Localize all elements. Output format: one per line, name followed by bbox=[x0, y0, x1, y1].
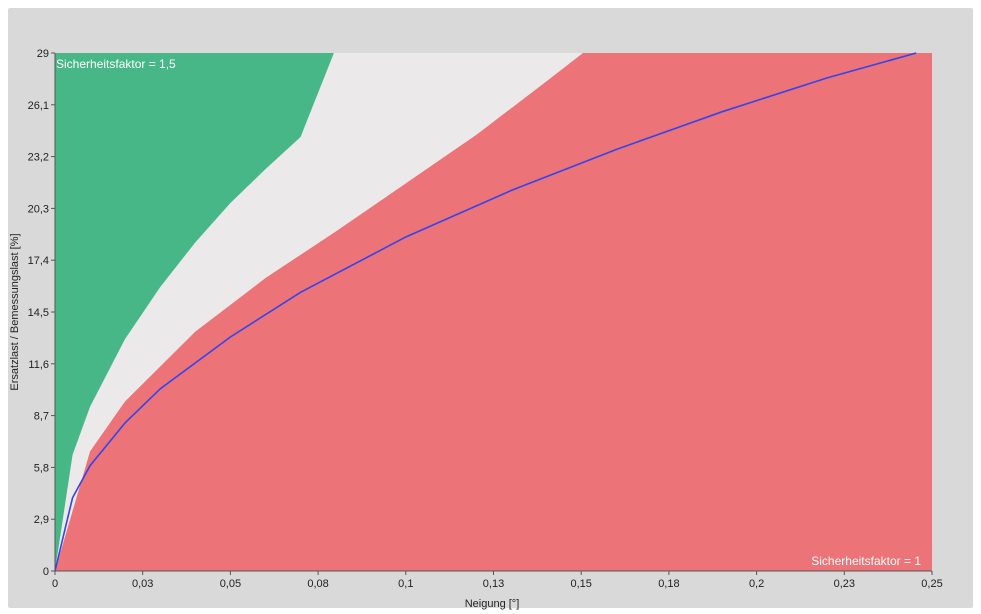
x-tick-label: 0,18 bbox=[658, 578, 679, 590]
x-tick-label: 0 bbox=[52, 578, 58, 590]
y-tick-label: 14,5 bbox=[28, 307, 49, 319]
y-tick-label: 29 bbox=[37, 48, 49, 60]
x-tick-label: 0,25 bbox=[921, 578, 942, 590]
y-tick-label: 26,1 bbox=[28, 100, 49, 112]
x-tick-label: 0,2 bbox=[749, 578, 764, 590]
x-tick-label: 0,23 bbox=[834, 578, 855, 590]
y-axis-title: Ersatzlast / Bemessungslast [%] bbox=[9, 233, 21, 390]
series-line bbox=[54, 52, 917, 572]
y-tick-label: 0 bbox=[43, 566, 49, 578]
region-green bbox=[55, 53, 334, 571]
y-tick-label: 11,6 bbox=[28, 359, 49, 371]
y-tick-label: 17,4 bbox=[28, 255, 49, 267]
y-tick-label: 2,9 bbox=[34, 514, 49, 526]
x-tick-label: 0,13 bbox=[483, 578, 504, 590]
x-tick-label: 0,1 bbox=[398, 578, 413, 590]
plot-area bbox=[54, 52, 932, 572]
y-tick-label: 8,7 bbox=[34, 411, 49, 423]
x-tick-label: 0,15 bbox=[570, 578, 591, 590]
annotation-safety-factor-1: Sicherheitsfaktor = 1 bbox=[811, 554, 921, 568]
annotation-safety-factor-1-5: Sicherheitsfaktor = 1,5 bbox=[56, 57, 176, 71]
y-tick-label: 20,3 bbox=[28, 203, 49, 215]
x-tick-label: 0,08 bbox=[307, 578, 328, 590]
y-tick-label: 23,2 bbox=[28, 152, 49, 164]
x-axis-title: Neigung [°] bbox=[465, 598, 520, 610]
axes: 0 2,9 5,8 8,7 11,6 14,5 17,4 20,3 23,2 26,1 29 0 0,0… bbox=[28, 48, 943, 590]
x-tick-label: 0,05 bbox=[220, 578, 241, 590]
x-tick-label: 0,03 bbox=[132, 578, 153, 590]
y-tick-label: 5,8 bbox=[34, 462, 49, 474]
